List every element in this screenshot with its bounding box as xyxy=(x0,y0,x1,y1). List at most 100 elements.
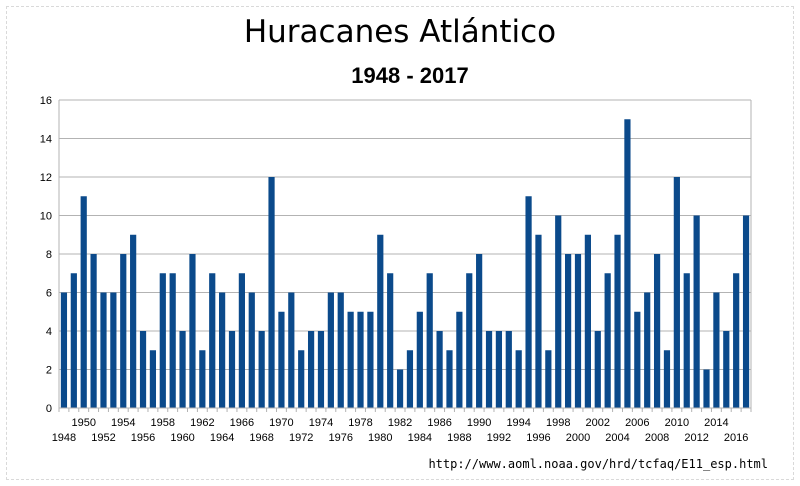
bar-2012 xyxy=(693,215,700,408)
x-tick-label: 1978 xyxy=(348,417,372,429)
x-tick-label: 1996 xyxy=(526,432,550,444)
bar-1948 xyxy=(60,292,68,408)
source-url[interactable]: http://www.aoml.noaa.gov/hrd/tcfaq/E11_e… xyxy=(428,457,768,471)
bar-1953 xyxy=(110,292,117,408)
bar-1951 xyxy=(90,254,97,408)
y-tick-label: 0 xyxy=(46,403,52,415)
bar-2017 xyxy=(742,215,750,408)
x-tick-label: 1964 xyxy=(210,432,234,444)
bar-1957 xyxy=(149,350,157,408)
bar-1997 xyxy=(545,350,552,408)
bar-1969 xyxy=(268,177,275,408)
x-tick-label: 1986 xyxy=(427,417,451,429)
x-tick-label: 1988 xyxy=(447,432,471,444)
bar-2001 xyxy=(584,234,591,408)
gridlines xyxy=(59,99,752,408)
bar-1961 xyxy=(189,254,196,408)
bars xyxy=(60,119,750,408)
bar-2004 xyxy=(614,234,621,408)
bar-1984 xyxy=(416,311,423,408)
x-tick-label: 1994 xyxy=(506,417,530,429)
x-tick-label: 1974 xyxy=(309,417,333,429)
bar-1983 xyxy=(406,350,414,408)
bar-2006 xyxy=(634,311,641,408)
x-tick-label: 2010 xyxy=(665,417,689,429)
bar-1958 xyxy=(159,273,166,408)
bar-1991 xyxy=(485,331,493,408)
x-tick-label: 2002 xyxy=(586,417,610,429)
x-tick-label: 1982 xyxy=(388,417,412,429)
bar-1993 xyxy=(505,331,512,408)
tick-labels: 0 2 4 6 8 10 12 14 16 1950 1954 1958 1962 1966 1970 197… xyxy=(40,95,749,444)
y-tick-label: 12 xyxy=(40,172,52,184)
bar-1974 xyxy=(317,331,325,408)
y-tick-label: 6 xyxy=(46,288,52,300)
bar-1976 xyxy=(337,292,344,408)
bar-1972 xyxy=(298,350,305,408)
y-tick-label: 14 xyxy=(40,134,52,146)
bar-2010 xyxy=(673,177,680,408)
bar-1992 xyxy=(495,331,503,408)
x-tick-label: 1976 xyxy=(329,432,353,444)
x-tick-label: 2014 xyxy=(704,417,728,429)
x-tick-label: 1952 xyxy=(91,432,115,444)
bar-2015 xyxy=(723,331,730,408)
bar-2009 xyxy=(663,350,671,408)
y-tick-label: 2 xyxy=(46,365,52,377)
x-tick-label: 1970 xyxy=(269,417,293,429)
y-tick-label: 16 xyxy=(40,95,52,107)
x-tick-label: 1956 xyxy=(131,432,155,444)
bar-1979 xyxy=(367,311,374,408)
x-tick-label: 1998 xyxy=(546,417,570,429)
x-tick-label: 1962 xyxy=(190,417,214,429)
bar-1996 xyxy=(535,234,542,408)
x-tick-label: 1954 xyxy=(111,417,135,429)
chart-subtitle: 1948 - 2017 xyxy=(351,63,469,88)
x-tick-label: 2016 xyxy=(724,432,748,444)
bar-1950 xyxy=(80,196,87,408)
bar-1994 xyxy=(515,350,522,408)
axes xyxy=(58,100,752,412)
y-tick-label: 8 xyxy=(46,249,52,261)
bar-1986 xyxy=(436,331,443,408)
bar-1960 xyxy=(179,331,186,408)
bar-1985 xyxy=(426,273,433,408)
bar-1949 xyxy=(70,273,77,408)
bar-2011 xyxy=(683,273,690,408)
x-tick-label: 1984 xyxy=(408,432,432,444)
x-tick-label: 1992 xyxy=(487,432,511,444)
x-tick-label: 1972 xyxy=(289,432,313,444)
bar-1970 xyxy=(278,311,285,408)
bar-1990 xyxy=(476,254,483,408)
bar-1999 xyxy=(565,254,572,408)
bar-1966 xyxy=(238,273,245,408)
x-tick-label: 1980 xyxy=(368,432,392,444)
bar-2000 xyxy=(574,254,582,408)
bar-1965 xyxy=(228,331,236,408)
bar-2016 xyxy=(733,273,740,408)
bar-2003 xyxy=(604,273,611,408)
bar-1971 xyxy=(288,292,295,408)
x-tick-label: 1958 xyxy=(151,417,175,429)
bar-1981 xyxy=(387,273,394,408)
bar-1956 xyxy=(139,331,147,408)
x-tick-label: 1990 xyxy=(467,417,491,429)
x-tick-label: 2012 xyxy=(684,432,708,444)
bar-1967 xyxy=(248,292,255,408)
bar-2007 xyxy=(644,292,651,408)
x-tick-label: 1968 xyxy=(249,432,273,444)
bar-1963 xyxy=(209,273,216,408)
x-tick-label: 1948 xyxy=(52,432,76,444)
bar-1995 xyxy=(525,196,532,408)
bar-2014 xyxy=(713,292,720,408)
x-tick-label: 1966 xyxy=(230,417,254,429)
bar-1980 xyxy=(377,234,384,408)
bar-1952 xyxy=(100,292,107,408)
x-tick-label: 1960 xyxy=(170,432,194,444)
bar-1975 xyxy=(327,292,334,408)
bar-2002 xyxy=(594,331,601,408)
x-tick-label: 1950 xyxy=(71,417,95,429)
y-tick-label: 10 xyxy=(40,211,52,223)
x-tick-label: 2008 xyxy=(645,432,669,444)
